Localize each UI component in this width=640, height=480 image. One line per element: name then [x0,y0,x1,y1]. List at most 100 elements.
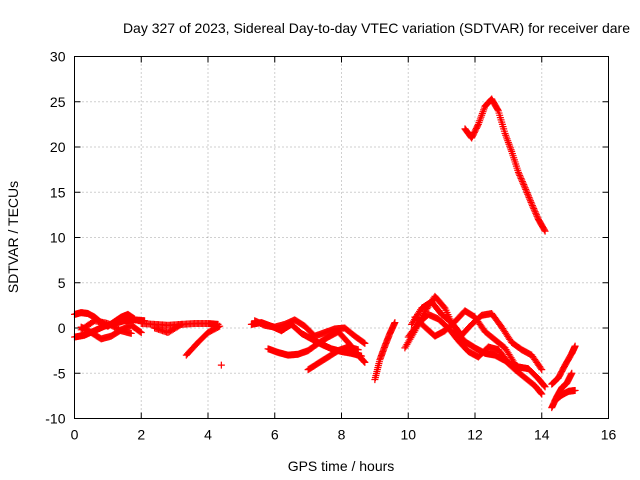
data-point [127,329,135,337]
grid [74,56,609,419]
series-trace-o [404,310,549,391]
y-tick-label: 0 [58,320,66,336]
y-tick-label: 30 [50,49,66,65]
data-point [516,171,524,179]
data-point [518,178,526,186]
data-point [526,197,534,205]
data-point [536,388,544,396]
data-point [518,176,526,184]
x-tick-label: 14 [534,427,550,443]
data-point [217,361,225,369]
data-point [360,357,368,365]
data-point [215,323,223,331]
x-tick-label: 2 [137,427,145,443]
series-trace-p [408,298,546,374]
plot-frame [74,56,609,419]
y-tick-label: 15 [50,184,66,200]
data-point [516,173,524,181]
data-point [514,168,522,176]
x-tick-label: 4 [204,427,212,443]
data-point [524,190,532,198]
series-trace-t [548,342,579,388]
data-point [523,189,531,197]
data-point [511,360,519,368]
series-trace-d [77,317,135,337]
y-tick-label: -10 [45,411,65,427]
series-trace-f [151,320,185,337]
series-trace-u [551,386,579,404]
series-trace-r [461,95,549,235]
y-axis-label: SDTVAR / TECUs [5,181,21,293]
data-point [520,182,528,190]
data-point [526,195,534,203]
data-point [537,389,545,397]
x-axis-label: GPS time / hours [288,458,395,474]
data-point [361,339,369,347]
data-point [520,181,528,189]
data-point [354,346,362,354]
x-tick-label: 10 [400,427,416,443]
data-point [538,366,546,374]
data-point [524,192,532,200]
series-trace-g [182,322,224,359]
series-trace-h [217,361,225,369]
data-point [540,226,548,234]
data-point [532,209,540,217]
y-tick-label: 10 [50,230,66,246]
chart-title: Day 327 of 2023, Sidereal Day-to-day VTE… [123,20,630,36]
data-point [177,320,185,328]
data-point [391,319,399,327]
data-point [216,322,224,330]
data-point [530,205,538,213]
data-point [527,198,535,206]
series-trace-j [251,316,369,347]
series-trace-m [371,319,399,384]
data-point [533,212,541,220]
data-point [522,187,530,195]
x-tick-label: 0 [71,427,79,443]
series-trace-q [411,307,519,368]
x-tick-label: 8 [338,427,346,443]
data-point [521,184,529,192]
data-point [528,202,536,210]
data-point [136,328,144,336]
data-point [494,106,502,114]
data-point [525,193,533,201]
data-point [515,170,523,178]
x-tick-label: 16 [601,427,617,443]
data-point [519,179,527,187]
data-point [137,329,145,337]
data-point [474,122,482,130]
data-point [540,382,548,390]
series-trace-l [304,343,362,374]
y-tick-label: -5 [53,365,66,381]
data-point [571,342,579,350]
data-marks [71,95,579,412]
data-point [360,339,368,347]
data-point [531,208,539,216]
x-tick-label: 12 [467,427,483,443]
x-tick-label: 6 [271,427,279,443]
data-point [361,358,369,366]
data-point [522,185,530,193]
data-point [528,200,536,208]
data-point [529,203,537,211]
data-point [517,174,525,182]
y-tick-label: 5 [58,275,66,291]
data-point [510,359,518,367]
data-point [537,364,545,372]
data-point [530,206,538,214]
data-point [541,383,549,391]
data-point [360,358,368,366]
y-tick-label: 25 [50,94,66,110]
data-point [532,211,540,219]
data-point [176,321,184,329]
data-point [571,386,579,394]
data-point [538,390,546,398]
data-point [540,381,548,389]
data-point [568,369,576,377]
data-point [541,227,549,235]
axes: 0 2 4 6 8 10 12 14 16 -10 -5 0 5 10 15 20 25 30 [45,49,616,443]
y-tick-label: 20 [50,139,66,155]
